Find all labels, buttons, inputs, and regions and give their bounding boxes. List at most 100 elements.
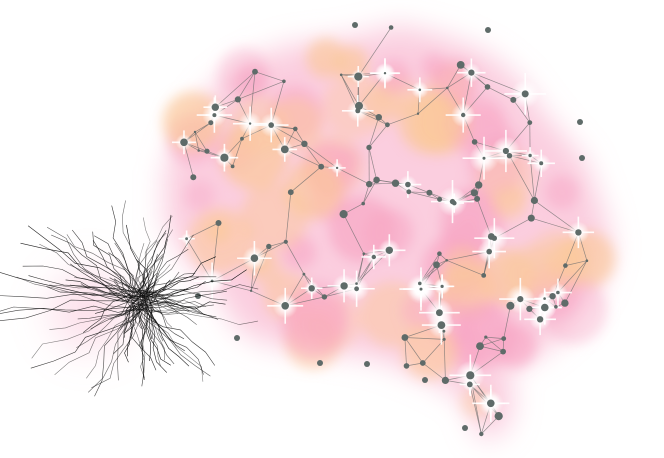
tangle-strand [46, 286, 139, 302]
tangle-strand [108, 252, 149, 301]
network-node [240, 136, 244, 141]
tangle-strand [49, 284, 137, 293]
network-node [339, 210, 348, 219]
network-node [506, 301, 515, 310]
network-node [475, 181, 483, 189]
network-node [383, 72, 387, 75]
tangle-strand [46, 226, 131, 308]
network-edge [254, 71, 285, 82]
network-edge [369, 182, 396, 185]
network-node [563, 263, 568, 268]
network-node [462, 425, 468, 431]
network-node [354, 286, 359, 292]
network-node [211, 103, 219, 111]
tangle-strand [122, 200, 145, 292]
network-node [361, 201, 366, 206]
network-node [301, 140, 308, 147]
network-node [491, 235, 497, 241]
network-node [249, 289, 253, 292]
network-node [466, 371, 475, 380]
tangle-strand [148, 295, 201, 308]
network-node [485, 27, 491, 33]
network-node [371, 254, 376, 260]
tangle-strand [0, 305, 143, 312]
network-node [543, 297, 546, 300]
network-node [442, 329, 446, 333]
network-edge [479, 345, 504, 352]
network-node [317, 360, 323, 366]
network-node [481, 273, 487, 278]
network-node [461, 112, 466, 118]
network-node [340, 282, 348, 290]
network-node [502, 147, 509, 155]
network-edge [358, 27, 392, 77]
network-edge [237, 71, 256, 100]
tangle-strand [144, 298, 217, 318]
network-edge [215, 71, 256, 108]
tangle-strand [92, 239, 132, 291]
tangle-strand [136, 259, 148, 291]
tangle-strand [0, 272, 148, 299]
network-node [366, 180, 373, 188]
network-edge [304, 143, 338, 169]
network-node [517, 296, 524, 303]
network-node [185, 237, 189, 241]
network-node [470, 189, 478, 197]
network-node [355, 101, 363, 110]
network-node [321, 294, 328, 300]
network-node [487, 399, 495, 408]
tangle-strand [136, 270, 153, 300]
network-node [418, 88, 422, 92]
network-node [366, 144, 372, 151]
tangle-strand [130, 243, 145, 308]
network-node [437, 321, 446, 329]
glow-blob [338, 144, 364, 170]
network-node [575, 229, 582, 236]
tangle-strand [20, 242, 133, 300]
network-edge [285, 241, 305, 275]
network-node [352, 22, 358, 28]
tangle-strand [137, 300, 211, 377]
network-edge [194, 131, 208, 152]
network-node [585, 259, 589, 263]
network-node [433, 261, 440, 269]
network-edge [422, 362, 446, 381]
tangle-strand [145, 302, 190, 367]
network-node [418, 281, 422, 286]
tangle-strand [0, 305, 143, 314]
network-node [554, 305, 558, 309]
network-edge [232, 138, 243, 167]
tangle-strand [146, 290, 227, 309]
network-node [354, 72, 363, 81]
network-node [266, 243, 272, 250]
network-node [335, 166, 339, 170]
network-node [230, 164, 235, 169]
tangle-strand [94, 290, 134, 314]
network-node [302, 272, 306, 276]
network-node [500, 348, 506, 355]
network-node [180, 138, 188, 147]
network-node [193, 130, 197, 134]
glow-blob [206, 218, 231, 243]
network-edge [565, 260, 587, 266]
network-node [250, 254, 259, 262]
tangle-strand [124, 297, 148, 334]
glow-blob [544, 175, 580, 210]
tangle-strand [145, 306, 151, 362]
tangle-strand [69, 284, 139, 304]
network-node [501, 336, 507, 341]
network-node [484, 84, 491, 90]
network-node [385, 122, 390, 128]
network-node [466, 381, 473, 388]
network-node [282, 79, 286, 84]
network-node [362, 252, 366, 255]
network-node [234, 96, 241, 103]
network-node [419, 287, 423, 291]
network-edge [404, 337, 445, 340]
network-node [456, 61, 465, 69]
network-node [355, 108, 361, 114]
network-node [220, 153, 229, 162]
network-node [484, 335, 488, 339]
